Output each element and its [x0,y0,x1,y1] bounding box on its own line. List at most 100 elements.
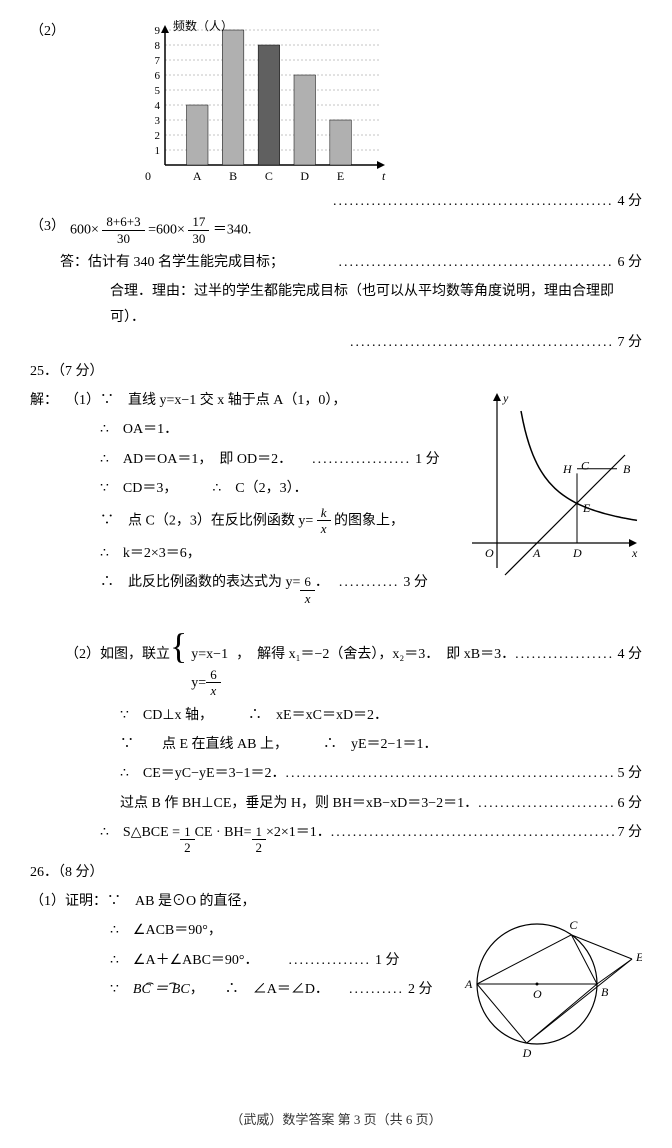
svg-text:x: x [631,546,638,560]
q25-1e-pre: ∵ 点 C（2，3）在反比例函数 y= [100,513,313,528]
q24-3-ans-line: 答：估计有 340 名学生能完成目标； ....................… [30,250,642,275]
q25-2-pre: 如图，联立 [100,642,170,667]
q25-2-score: 4 分 [618,642,643,667]
q25-2-row: （2） 如图，联立 { y=x−1 y=6x ， 解得 x₁＝−2（舍去），x₂… [65,614,642,699]
q25-2-sys2: y=6x [191,667,228,699]
q25-2f-line: ∴ S△BCE = 12 CE · BH= 12 ×2×1＝1． .......… [100,820,642,856]
q25-2e: 过点 B 作 BH⊥CE，垂足为 H，则 BH＝xB−xD＝3−2＝1． [120,791,478,816]
q25-2-label: （2） [65,642,100,667]
svg-text:t（h）: t（h） [382,169,390,183]
dots: .......... [349,977,404,1002]
q24-3-content: 600× 8+6+330 =600× 1730 ＝340. [70,214,642,246]
q26-header: 26．（8 分） [30,860,642,885]
q25-2d: ∴ CE＝yC−yE＝3−1＝2． [120,761,285,786]
q25-1g-post: ． [315,570,329,595]
q24-3-reason: 合理．理由：过半的学生都能完成目标（也可以从平均数等角度说明，理由合理即可）． [110,279,630,329]
q25-2d-line: ∴ CE＝yC−yE＝3−1＝2． ......................… [120,761,642,786]
q25-2f-mid: CE · BH= [195,820,252,845]
q24-score3b: 7 分 [618,330,643,355]
dots: ............................. [478,791,613,816]
q25-1g-score: 3 分 [403,570,428,595]
q24-part3-row: （3） 600× 8+6+330 =600× 1730 ＝340. [30,214,642,246]
q24-score2: 4 分 [618,190,643,210]
dots: ............... [289,948,372,973]
dots: ........................................… [285,761,613,786]
q26-1-label: （1） [30,889,65,914]
svg-text:B: B [229,169,237,183]
svg-text:B: B [623,462,631,476]
q24-3-frac2: 1730 [188,214,209,246]
svg-text:y: y [502,391,509,405]
dots: ........................................… [350,330,614,355]
q25-header: 25．（7 分） [30,359,642,384]
q25-1c-line: ∴ AD＝OA＝1， 即 OD＝2． .................. 1 … [100,447,452,472]
q24-3-eq-c: ＝340. [213,222,252,237]
q26-1-pre: 证明：∵ AB 是⊙O 的直径， [65,889,442,914]
svg-text:E: E [635,950,642,964]
svg-text:D: D [522,1046,532,1060]
q24-3-frac1: 8+6+330 [102,214,144,246]
svg-text:A: A [532,546,541,560]
q25-1c: ∴ AD＝OA＝1， 即 OD＝2． [100,447,292,472]
svg-text:O: O [485,546,494,560]
q26-1b: ∴ ∠A＋∠ABC＝90°． [110,948,259,973]
svg-text:5: 5 [155,85,161,97]
svg-text:B: B [601,985,609,999]
q26-1c-pre: ∵ [110,977,133,1002]
q25-1g-pre: ∴ 此反比例函数的表达式为 y= [100,570,300,595]
svg-text:C: C [581,459,590,473]
q25-1e-post: 的图象上， [334,513,404,528]
svg-text:0: 0 [145,169,151,183]
svg-text:1: 1 [155,145,161,157]
page-footer: （武威）数学答案 第 3 页（共 6 页） [30,1109,642,1128]
svg-text:7: 7 [155,55,161,67]
q25-2e-line: 过点 B 作 BH⊥CE，垂足为 H，则 BH＝xB−xD＝3−2＝1． ...… [120,791,642,816]
dots: ........... [339,570,400,595]
q25-graph: O A Dx y C B H E [462,388,642,588]
chart-container: 123456789ABCDE0频数（人）t（h） [130,20,642,190]
q26-1-row: （1） 证明：∵ AB 是⊙O 的直径， [30,889,442,914]
svg-text:8: 8 [155,40,161,52]
q25-1-label: （1） [65,388,100,413]
frac-half2: 12 [252,824,267,856]
q26-circle-container: ABCDEO [452,889,642,1069]
frac-half1: 12 [180,824,195,856]
q26-circle-graph: ABCDEO [452,889,642,1069]
svg-text:D: D [572,546,582,560]
q25-2f-pre: ∴ S△BCE = [100,820,180,845]
brace-icon: { [170,614,187,679]
q24-part2-row: （2） 123456789ABCDE0频数（人）t（h） [30,20,642,190]
svg-text:A: A [193,169,202,183]
svg-text:H: H [562,462,573,476]
q24-score2-line: ........................................… [330,190,642,210]
svg-text:4: 4 [155,100,161,112]
svg-text:2: 2 [155,130,161,142]
q25-1a: ∵ 直线 y=x−1 交 x 轴于点 A（1，0）， [100,388,452,413]
q24-score3a: 6 分 [618,250,643,275]
q25-2f-score: 7 分 [618,820,643,845]
q24-sub2-label: （2） [30,20,70,40]
svg-text:D: D [300,169,309,183]
svg-text:O: O [533,987,542,1001]
svg-text:C: C [265,169,273,183]
dots: .................. [312,447,411,472]
q25-1c-score: 1 分 [415,447,440,472]
svg-text:E: E [582,501,591,515]
dots: ........................................… [330,194,614,210]
svg-text:频数（人）: 频数（人） [173,20,233,33]
dots: ........................................… [331,820,614,845]
q25-1-row: 解： （1） ∵ 直线 y=x−1 交 x 轴于点 A（1，0）， [30,388,452,413]
q24-sub3-label: （3） [30,214,70,239]
q25-graph-container: O A Dx y C B H E [462,388,642,588]
q25-2e-score: 6 分 [618,791,643,816]
q25-2-sys1: y=x−1 [191,644,228,666]
dots: .................. [515,642,613,667]
svg-text:A: A [464,977,473,991]
svg-text:E: E [337,169,344,183]
dots: ........................................… [284,250,614,275]
bar-chart: 123456789ABCDE0频数（人）t（h） [130,20,390,190]
q25-2c: ∵ 点 E 在直线 AB 上， ∴ yE＝2−1＝1． [120,732,642,757]
q25-2-system: y=x−1 y=6x [191,644,228,699]
q26-1c-post: ， ∴ ∠A＝∠D． [190,977,329,1002]
q25-1e-frac: kx [317,505,331,537]
